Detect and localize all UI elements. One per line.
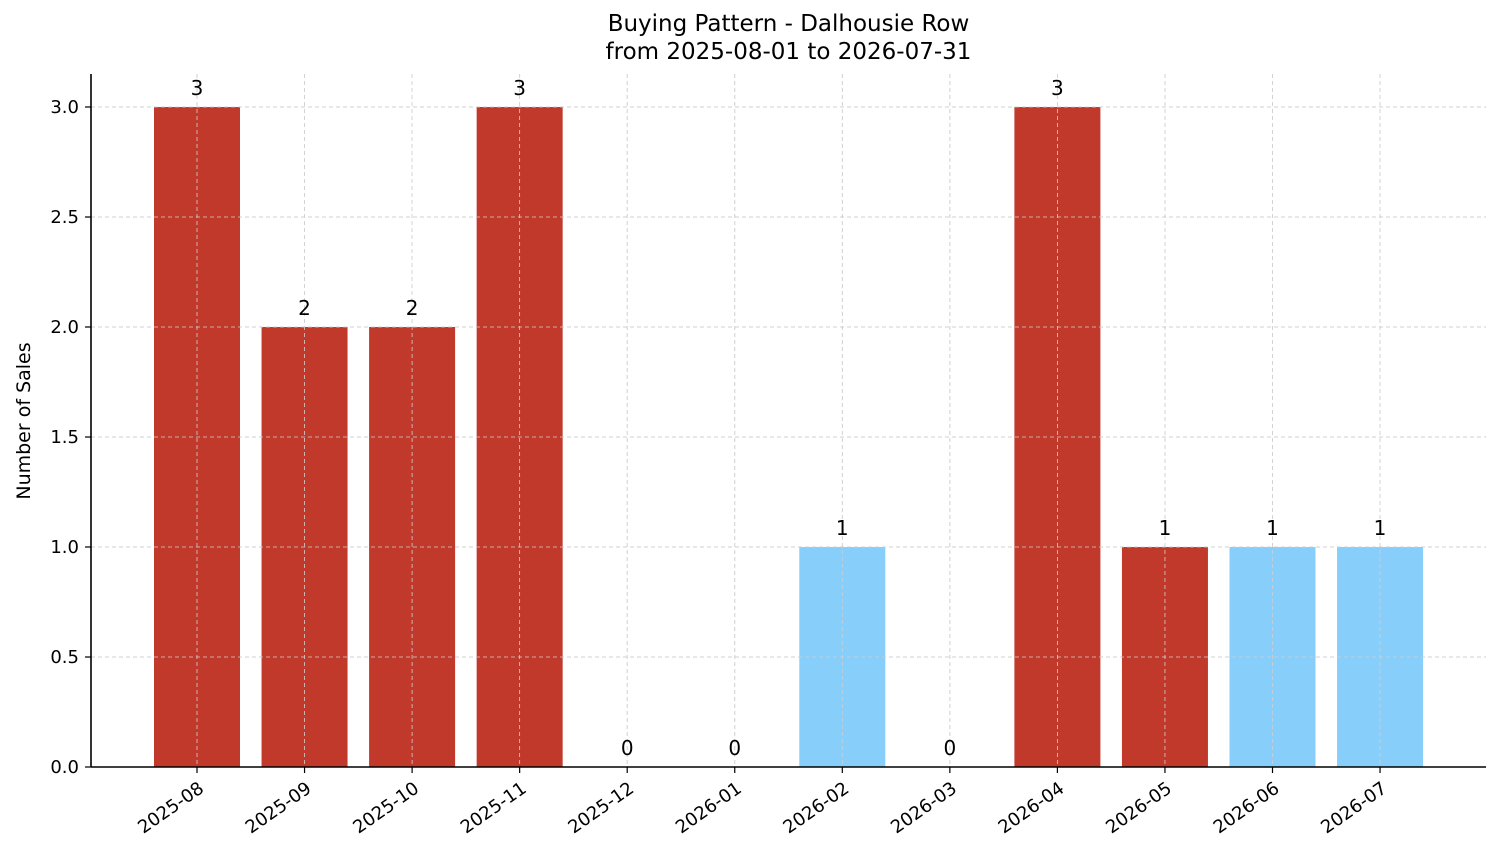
data-label: 0 (621, 736, 634, 760)
data-label: 0 (728, 736, 741, 760)
chart-subtitle: from 2025-08-01 to 2026-07-31 (605, 39, 972, 65)
data-label: 3 (191, 76, 204, 100)
data-label: 2 (406, 296, 419, 320)
x-tick-label: 2026-01 (672, 778, 746, 838)
y-tick-label: 2.0 (50, 317, 79, 338)
data-label: 3 (513, 76, 526, 100)
chart-title: Buying Pattern - Dalhousie Row (607, 11, 970, 37)
grid-overlay (91, 74, 1486, 768)
x-tick-label: 2026-06 (1210, 778, 1284, 838)
x-tick-label: 2025-09 (242, 778, 316, 838)
x-tick-label: 2026-05 (1102, 778, 1176, 838)
x-tick-label: 2026-03 (887, 778, 961, 838)
data-label-layer: 3 2 2 3 0 0 1 0 3 1 1 1 (191, 76, 1387, 760)
y-tick-label: 1.5 (50, 427, 79, 448)
x-tick-label: 2026-07 (1317, 778, 1391, 838)
data-label: 2 (298, 296, 311, 320)
y-tick-label: 3.0 (50, 97, 79, 118)
x-tick-label: 2026-04 (995, 778, 1069, 838)
x-tick-label: 2025-12 (564, 778, 638, 838)
data-label: 1 (1374, 516, 1387, 540)
data-label: 1 (836, 516, 849, 540)
y-tick-label: 1.0 (50, 537, 79, 558)
data-label: 0 (943, 736, 956, 760)
axis-layer (90, 74, 1486, 768)
x-tick-label: 2025-08 (134, 778, 208, 838)
data-label: 1 (1266, 516, 1279, 540)
y-tick-label: 2.5 (50, 207, 79, 228)
y-axis-label: Number of Sales (13, 342, 35, 499)
data-label: 1 (1159, 516, 1172, 540)
x-tick-label: 2026-02 (780, 778, 854, 838)
y-tick-label: 0.0 (50, 757, 79, 778)
y-tick-label: 0.5 (50, 647, 79, 668)
x-tick-label: 2025-10 (349, 778, 423, 838)
data-label: 3 (1051, 76, 1064, 100)
x-tick-label: 2025-11 (457, 778, 531, 838)
chart-title-block: Buying Pattern - Dalhousie Row from 2025… (0, 10, 1501, 66)
